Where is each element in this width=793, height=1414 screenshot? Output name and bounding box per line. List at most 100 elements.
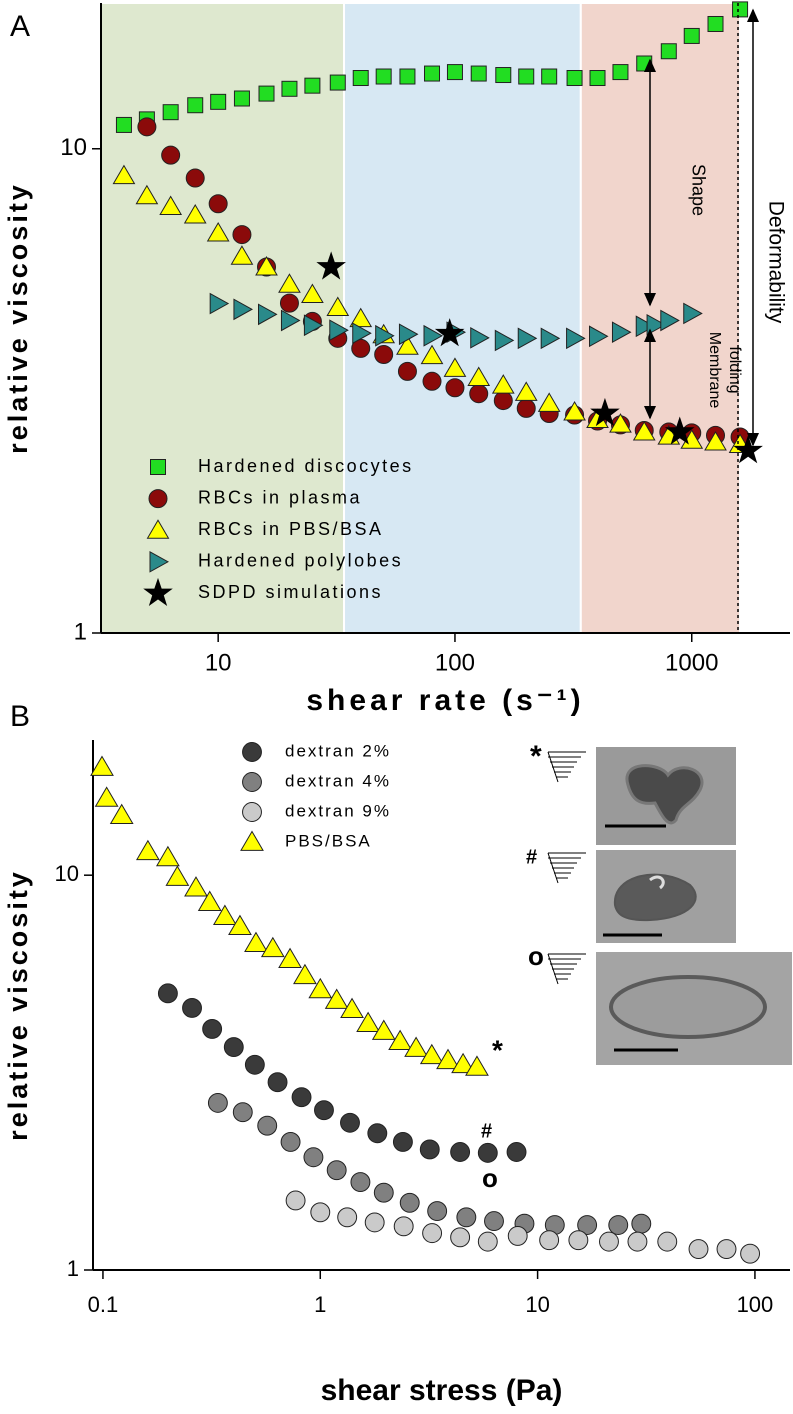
- data-point: [683, 27, 700, 44]
- data-point: [664, 416, 695, 445]
- data-point: [329, 319, 349, 342]
- data-point: [184, 876, 208, 897]
- data-point: [419, 1139, 440, 1160]
- data-point: [183, 203, 207, 224]
- data-point: [244, 931, 268, 952]
- data-point: [291, 1087, 312, 1108]
- data-point: [424, 65, 441, 82]
- data-point: [308, 977, 333, 999]
- data-point: [398, 323, 419, 346]
- data-point: [456, 1207, 477, 1228]
- data-point: [244, 1054, 265, 1075]
- legend-label: RBCs in PBS/BSA: [198, 519, 384, 539]
- data-point: [267, 1072, 288, 1093]
- data-point: [185, 168, 205, 188]
- data-point: [688, 1239, 709, 1259]
- data-point: [257, 1115, 278, 1136]
- data-point: [324, 988, 349, 1009]
- data-point: [470, 326, 490, 349]
- data-point: [278, 273, 301, 293]
- data-point: [182, 998, 202, 1018]
- data-point: [399, 68, 416, 85]
- data-point: [484, 1211, 504, 1232]
- data-point: [423, 324, 444, 347]
- annotation: Membrane: [706, 332, 723, 409]
- data-point: [258, 85, 275, 102]
- data-point: [209, 292, 230, 315]
- data-point: [310, 1202, 331, 1223]
- x-axis-label: shear rate (s⁻¹): [306, 684, 584, 717]
- overlay: Shape Membrane folding Deformability * #…: [481, 3, 792, 1193]
- data-point: [208, 194, 228, 214]
- data-point: [187, 97, 204, 114]
- x-tick-label: 100: [737, 1292, 774, 1317]
- data-point: [399, 1192, 420, 1213]
- data-point: [255, 255, 278, 276]
- y-tick-label: 1: [74, 618, 87, 645]
- data-point: [491, 374, 515, 394]
- data-point: [162, 104, 179, 121]
- data-point: [683, 302, 703, 325]
- data-point: [155, 845, 180, 867]
- data-point: [373, 1182, 394, 1203]
- data-point: [135, 184, 159, 205]
- data-point: [364, 1212, 385, 1233]
- data-point: [304, 77, 321, 94]
- data-point: [609, 413, 632, 433]
- annotation: folding: [726, 346, 743, 393]
- data-point: [374, 344, 394, 364]
- data-point: [232, 1102, 253, 1123]
- legend-label: SDPD simulations: [198, 582, 383, 602]
- cell: [613, 873, 697, 922]
- annotation: #: [481, 1120, 492, 1142]
- data-point: [422, 1223, 443, 1244]
- data-point: [303, 314, 324, 337]
- data-point: [375, 68, 392, 85]
- shaded-region: [343, 2, 582, 634]
- data-point: [537, 392, 561, 412]
- data-point: [165, 865, 190, 886]
- data-point: [137, 117, 157, 137]
- data-point: [568, 1230, 589, 1251]
- data-point: [540, 327, 561, 350]
- data-point: [434, 318, 465, 347]
- data-point: [660, 43, 677, 60]
- legend-marker: [242, 742, 262, 762]
- x-tick-label: 10: [525, 1292, 549, 1317]
- data-point: [349, 307, 373, 328]
- x-tick-label: 100: [435, 649, 475, 676]
- data-point: [541, 68, 558, 85]
- data-point: [206, 221, 230, 242]
- data-point: [351, 338, 371, 358]
- data-point: [285, 1190, 306, 1211]
- annotation: *: [492, 1034, 503, 1065]
- data-point: [337, 1207, 358, 1228]
- y-tick-label: 10: [60, 134, 87, 161]
- inset-label: *: [530, 740, 542, 773]
- inset: [547, 747, 792, 1065]
- legend-label: RBCs in plasma: [198, 487, 362, 507]
- data-point: [301, 283, 324, 304]
- data-point: [278, 947, 302, 969]
- legend-marker: [148, 489, 168, 509]
- inset-label: #: [526, 846, 537, 868]
- data-point: [612, 64, 629, 81]
- data-point: [577, 1215, 598, 1235]
- y-tick-label: 1: [67, 1256, 79, 1281]
- cell: [625, 764, 704, 825]
- annotation: o: [482, 1163, 498, 1193]
- x-tick-label: 1000: [665, 649, 718, 676]
- data-point: [340, 997, 364, 1018]
- data-point: [467, 366, 491, 387]
- data-point: [627, 1231, 648, 1252]
- data-point: [470, 65, 487, 82]
- data-point: [631, 1213, 652, 1234]
- data-point: [443, 357, 467, 377]
- data-point: [590, 397, 620, 427]
- data-point: [230, 245, 254, 265]
- data-point: [115, 116, 132, 133]
- data-point: [356, 1011, 381, 1033]
- legend-marker: [240, 830, 264, 851]
